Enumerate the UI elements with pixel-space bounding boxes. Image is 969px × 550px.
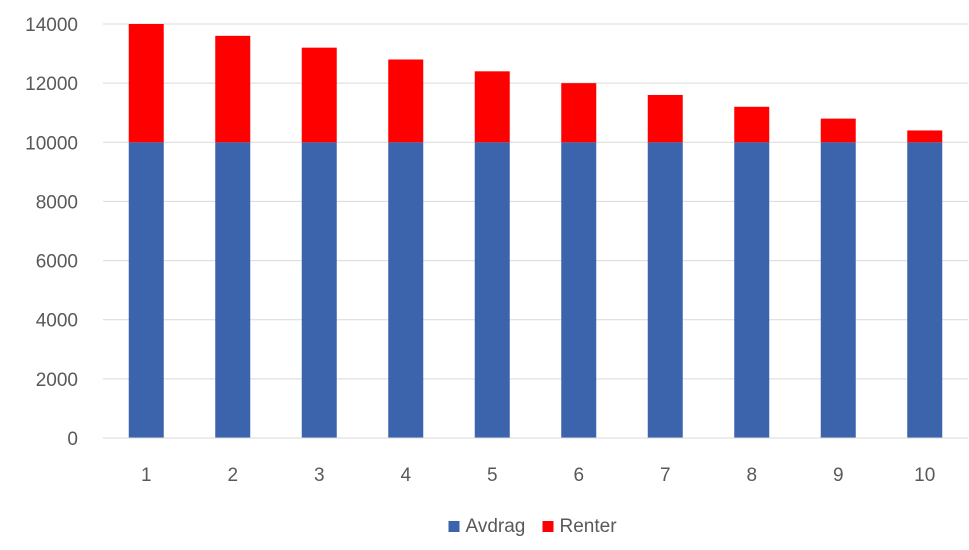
y-tick-label: 10000 [25, 133, 78, 154]
x-tick-label: 1 [141, 465, 152, 486]
legend-swatch-avdrag [448, 521, 460, 532]
bar-renter-10 [907, 130, 943, 143]
bar-avdrag-6 [561, 142, 597, 439]
bar-renter-2 [215, 35, 251, 143]
x-tick-label: 7 [660, 465, 671, 486]
legend: Avdrag Renter [448, 516, 618, 537]
y-tick-label: 6000 [36, 252, 78, 273]
x-tick-label: 10 [914, 465, 935, 486]
legend-label-avdrag: Avdrag [466, 516, 526, 537]
y-tick-label: 4000 [36, 311, 78, 332]
y-tick-label: 12000 [25, 74, 78, 95]
bar-avdrag-5 [474, 142, 510, 439]
x-tick-label: 9 [833, 465, 844, 486]
bar-renter-4 [388, 59, 424, 143]
y-tick-label: 8000 [36, 192, 78, 213]
y-tick-label: 2000 [36, 370, 78, 391]
y-axis-tick-labels: 0 2000 4000 6000 8000 10000 12000 14000 [25, 15, 78, 450]
bar-renter-5 [474, 71, 510, 143]
x-tick-label: 4 [400, 465, 411, 486]
x-tick-label: 3 [314, 465, 325, 486]
bar-avdrag-4 [388, 142, 424, 439]
bar-renter-8 [734, 106, 770, 143]
bar-renter-6 [561, 83, 597, 143]
y-tick-label: 14000 [25, 15, 78, 36]
bar-renter-1 [128, 24, 164, 143]
bar-renter-9 [820, 118, 856, 143]
bar-avdrag-8 [734, 142, 770, 439]
bar-avdrag-3 [301, 142, 337, 439]
x-tick-label: 5 [487, 465, 498, 486]
legend-label-renter: Renter [560, 516, 618, 537]
x-axis-tick-labels: 1 2 3 4 5 6 7 8 9 10 [141, 465, 935, 486]
legend-swatch-renter [542, 521, 554, 532]
x-tick-label: 6 [573, 465, 584, 486]
bar-avdrag-1 [128, 142, 164, 439]
bar-renter-7 [647, 94, 683, 143]
bar-avdrag-2 [215, 142, 251, 439]
bar-avdrag-9 [820, 142, 856, 439]
bar-avdrag-10 [907, 142, 943, 439]
bars [128, 24, 943, 439]
bar-renter-3 [301, 47, 337, 143]
bar-avdrag-7 [647, 142, 683, 439]
x-tick-label: 8 [746, 465, 757, 486]
y-tick-label: 0 [67, 429, 78, 450]
x-tick-label: 2 [227, 465, 238, 486]
